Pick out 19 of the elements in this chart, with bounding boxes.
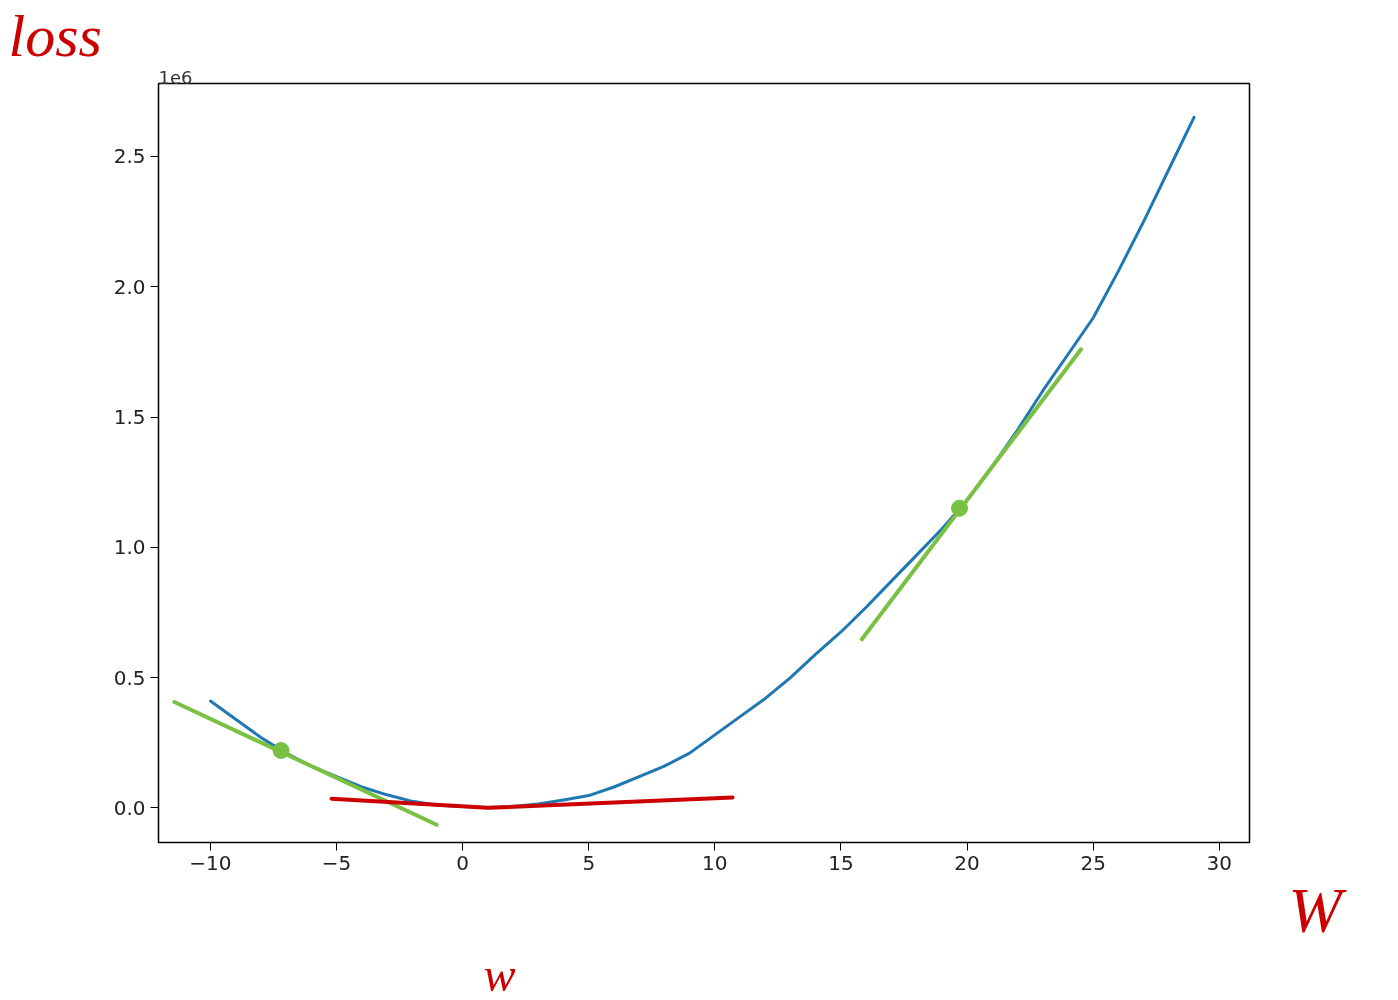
y-tick-label: 1.5 xyxy=(113,405,146,430)
x-tick-label: 30 xyxy=(1206,850,1232,875)
x-tick-label: 20 xyxy=(954,850,980,875)
y-tick-label: 2.5 xyxy=(113,144,146,169)
y-tick-label: 0.5 xyxy=(113,665,146,690)
x-tick-label: 5 xyxy=(582,850,596,875)
y-tick-label: 2.0 xyxy=(113,274,146,299)
x-tick-label: 10 xyxy=(702,850,728,875)
x-tick-label: −5 xyxy=(321,850,352,875)
text: W xyxy=(1288,874,1348,946)
y-tick-label: 0.0 xyxy=(113,795,146,820)
x-tick-label: 0 xyxy=(456,850,470,875)
y-tick-label: 1.0 xyxy=(113,535,146,560)
x-tick-label: −10 xyxy=(189,850,232,875)
text: w xyxy=(483,947,516,1000)
text: loss xyxy=(8,2,102,69)
x-tick-label: 15 xyxy=(828,850,854,875)
x-tick-label: 25 xyxy=(1080,850,1106,875)
annotation: 1e6 xyxy=(158,66,193,88)
